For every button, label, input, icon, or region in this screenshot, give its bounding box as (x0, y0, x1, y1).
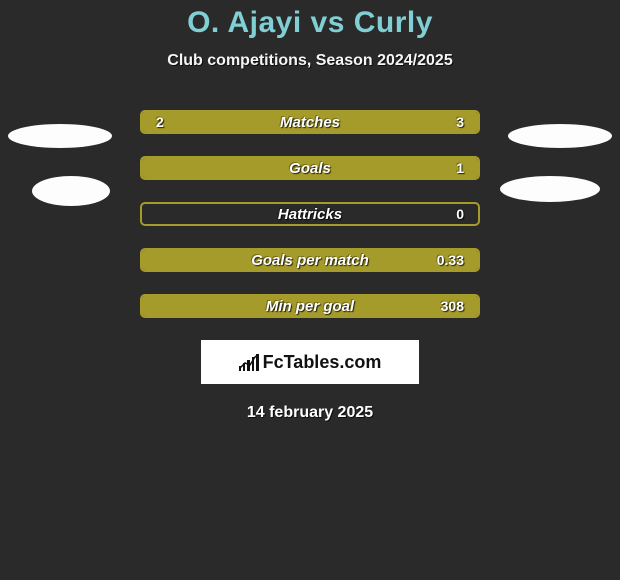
stat-bar: 308Min per goal (140, 294, 480, 318)
page-title: O. Ajayi vs Curly (0, 0, 620, 40)
subtitle: Club competitions, Season 2024/2025 (0, 52, 620, 70)
comparison-infographic: O. Ajayi vs Curly Club competitions, Sea… (0, 0, 620, 580)
stat-bar: 0Hattricks (140, 202, 480, 226)
chart-icon (239, 353, 259, 371)
stat-bar: 23Matches (140, 110, 480, 134)
stat-bar: 1Goals (140, 156, 480, 180)
stat-bar: 0.33Goals per match (140, 248, 480, 272)
brand-logo: FcTables.com (201, 340, 419, 384)
player-placeholder-oval (500, 176, 600, 202)
bar-label: Goals (142, 158, 478, 178)
brand-name: FcTables.com (263, 352, 382, 373)
player-placeholder-oval (32, 176, 110, 206)
bar-label: Goals per match (142, 250, 478, 270)
bar-label: Min per goal (142, 296, 478, 316)
player-placeholder-oval (8, 124, 112, 148)
bar-label: Hattricks (142, 204, 478, 224)
comparison-bars: 23Matches 1Goals 0Hattricks 0.33Goals per m… (140, 110, 480, 318)
date-label: 14 february 2025 (0, 404, 620, 422)
player-placeholder-oval (508, 124, 612, 148)
bar-label: Matches (142, 112, 478, 132)
